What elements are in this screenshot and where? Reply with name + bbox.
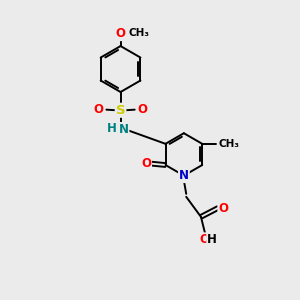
Text: H: H: [107, 122, 117, 135]
Text: O: O: [116, 27, 126, 40]
Text: CH₃: CH₃: [129, 28, 150, 38]
Text: O: O: [218, 202, 228, 214]
Text: O: O: [137, 103, 147, 116]
Text: H: H: [207, 233, 217, 246]
Text: O: O: [141, 157, 151, 170]
Text: N: N: [179, 169, 189, 182]
Text: N: N: [118, 123, 128, 136]
Text: O: O: [199, 233, 209, 246]
Text: CH₃: CH₃: [218, 139, 239, 149]
Text: O: O: [94, 103, 104, 116]
Text: S: S: [116, 104, 125, 117]
